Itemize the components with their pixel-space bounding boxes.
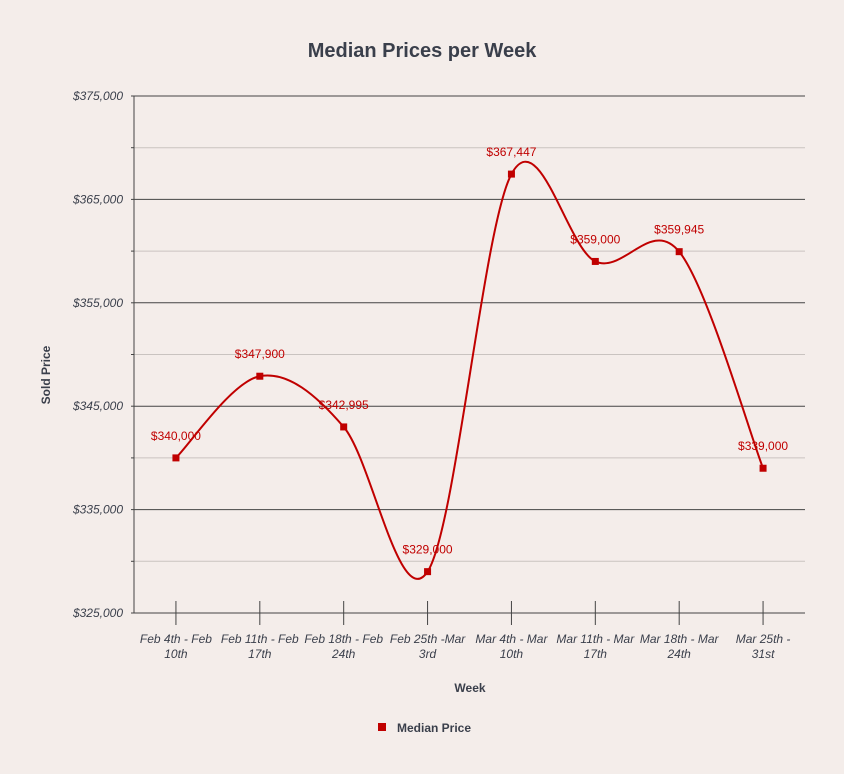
data-label: $340,000 bbox=[151, 429, 201, 443]
data-point bbox=[759, 464, 767, 472]
legend: Median Price bbox=[378, 721, 471, 735]
grid bbox=[134, 95, 805, 614]
data-point bbox=[591, 257, 599, 265]
x-tick-label: Mar 18th - Mar 24th bbox=[640, 632, 720, 661]
y-axis-title: Sold Price bbox=[39, 345, 53, 404]
data-point bbox=[340, 423, 348, 431]
x-tick-label: Feb 18th - Feb 24th bbox=[304, 632, 383, 661]
x-tick-label: Feb 4th - Feb 10th bbox=[140, 632, 212, 661]
y-tick-label: $365,000 bbox=[72, 192, 123, 206]
legend-label: Median Price bbox=[397, 721, 471, 735]
x-tick-label: Mar 11th - Mar 17th bbox=[556, 632, 635, 661]
data-label: $359,000 bbox=[570, 232, 620, 246]
x-tick-label: Mar 25th -31st bbox=[736, 632, 791, 661]
chart-title: Median Prices per Week bbox=[308, 40, 538, 62]
series-line-median-price bbox=[175, 161, 764, 580]
data-point bbox=[256, 372, 264, 380]
x-tick-label: Feb 11th - Feb 17th bbox=[221, 632, 299, 661]
data-label: $339,000 bbox=[738, 439, 788, 453]
data-label: $329,000 bbox=[403, 543, 453, 557]
data-point bbox=[507, 170, 515, 178]
y-tick-label: $375,000 bbox=[72, 89, 123, 103]
data-point bbox=[172, 454, 180, 462]
data-point bbox=[675, 248, 683, 256]
legend-marker bbox=[378, 723, 386, 731]
y-tick-label: $325,000 bbox=[72, 606, 123, 620]
data-point bbox=[424, 568, 432, 576]
y-tick-label: $335,000 bbox=[72, 503, 123, 517]
series-line-layer bbox=[172, 161, 767, 580]
data-label: $347,900 bbox=[235, 347, 285, 361]
data-label: $342,995 bbox=[319, 398, 369, 412]
data-labels: $340,000 $347,900 $342,995 $329,000 $367,447… bbox=[151, 145, 789, 557]
axes: $325,000 $335,000 $345,000 $355,000 $365,000… bbox=[72, 89, 790, 661]
x-tick-label: Mar 4th - Mar 10th bbox=[475, 632, 548, 661]
data-label: $359,945 bbox=[654, 223, 704, 237]
x-axis-title: Week bbox=[454, 681, 485, 695]
y-tick-label: $355,000 bbox=[72, 296, 123, 310]
y-tick-label: $345,000 bbox=[72, 399, 123, 413]
x-tick-label: Feb 25th -Mar 3rd bbox=[390, 632, 466, 661]
data-label: $367,447 bbox=[486, 145, 536, 159]
